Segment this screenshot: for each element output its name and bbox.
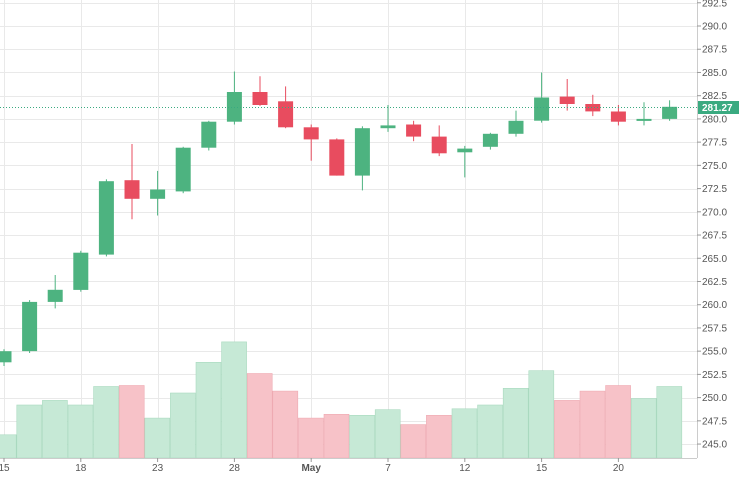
candle-body — [175, 147, 191, 192]
candle-body — [431, 136, 447, 154]
candle-body — [662, 106, 678, 119]
volume-bar — [554, 400, 580, 459]
x-tick-label: 28 — [229, 463, 241, 474]
candle-body — [22, 301, 38, 352]
volume-bar — [630, 398, 657, 459]
volume-bar — [246, 373, 273, 459]
candle-body — [201, 121, 217, 148]
volume-bar — [374, 409, 401, 459]
candle-body — [585, 104, 601, 112]
x-tick-label: 20 — [613, 463, 625, 474]
candle-body — [482, 133, 498, 147]
candle-body — [124, 180, 140, 199]
volume-bar — [502, 387, 529, 459]
y-tick-label: 252.5 — [702, 370, 727, 381]
candle-body — [150, 189, 166, 199]
x-tick-label: 7 — [385, 463, 391, 474]
y-tick-label: 250.0 — [702, 393, 727, 404]
volume-bar — [118, 385, 145, 459]
x-tick-label: 23 — [152, 463, 164, 474]
candle-body — [559, 96, 575, 104]
volume-bar — [579, 390, 606, 459]
y-tick-label: 260.0 — [702, 300, 727, 311]
candle-body — [610, 111, 626, 122]
volume-bar — [451, 408, 478, 459]
y-tick-label: 257.5 — [702, 323, 727, 334]
volume-bar — [42, 400, 68, 459]
candle-body — [636, 118, 652, 121]
y-tick-label: 285.0 — [702, 68, 727, 79]
volume-bar — [67, 404, 94, 459]
candle-body — [457, 148, 473, 153]
candle-body — [534, 97, 550, 121]
last-price-label: 281.27 — [702, 103, 733, 114]
y-tick-label: 275.0 — [702, 161, 727, 172]
candle-body — [98, 181, 114, 255]
candle-body — [303, 127, 319, 140]
x-tick-label: May — [301, 463, 321, 474]
volume-bar — [605, 385, 631, 459]
y-tick-label: 267.5 — [702, 231, 727, 242]
price-candles — [0, 71, 678, 366]
y-tick-label: 262.5 — [702, 277, 727, 288]
candle-body — [47, 289, 63, 302]
last-price-badge — [698, 101, 739, 114]
candle-body — [252, 92, 268, 105]
x-tick-label: 12 — [459, 463, 471, 474]
y-tick-label: 292.5 — [702, 0, 727, 9]
y-tick-label: 287.5 — [702, 45, 727, 56]
x-tick-label: 18 — [75, 463, 87, 474]
volume-bar — [144, 417, 171, 459]
volume-bar — [400, 424, 427, 459]
x-tick-label: 15 — [0, 463, 10, 474]
volume-bars — [0, 341, 683, 459]
volume-bar — [528, 370, 555, 459]
volume-bar — [272, 390, 299, 459]
volume-bar — [93, 386, 119, 459]
volume-bar — [477, 404, 503, 459]
volume-bar — [323, 413, 350, 459]
volume-bar — [0, 434, 17, 459]
volume-bar — [426, 414, 452, 459]
y-tick-label: 247.5 — [702, 416, 727, 427]
volume-bar — [195, 361, 222, 459]
candle-body — [73, 252, 89, 290]
candle-body — [380, 125, 396, 129]
volume-bar — [656, 386, 683, 459]
candle-body — [226, 92, 242, 122]
volume-bar — [16, 404, 43, 459]
volume-bar — [170, 392, 196, 459]
y-tick-label: 270.0 — [702, 207, 727, 218]
y-tick-label: 280.0 — [702, 114, 727, 125]
candle-body — [354, 128, 370, 176]
candle-body — [406, 124, 422, 137]
grid-lines — [0, 0, 697, 458]
y-tick-label: 255.0 — [702, 347, 727, 358]
volume-bar — [298, 417, 324, 459]
y-tick-label: 282.5 — [702, 91, 727, 102]
y-tick-label: 290.0 — [702, 22, 727, 33]
y-tick-label: 245.0 — [702, 440, 727, 451]
volume-bar — [349, 414, 375, 459]
candle-body — [508, 120, 524, 134]
volume-bar — [221, 341, 247, 459]
y-tick-label: 265.0 — [702, 254, 727, 265]
candle-body — [278, 101, 294, 128]
candle-body — [329, 139, 345, 176]
last-price-label-group: 281.27 — [698, 101, 739, 114]
y-tick-label: 277.5 — [702, 138, 727, 149]
x-tick-label: 15 — [536, 463, 548, 474]
candle-body — [0, 351, 12, 363]
axes: 245.0 247.5 250.0 252.5 255.0 257.5 260.0 262.5… — [0, 0, 727, 474]
y-tick-label: 272.5 — [702, 184, 727, 195]
